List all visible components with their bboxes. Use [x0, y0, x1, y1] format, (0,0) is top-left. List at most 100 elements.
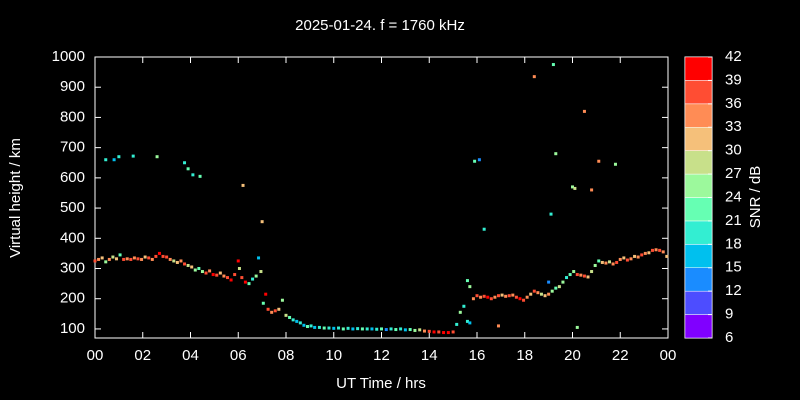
colorbar-band	[684, 244, 713, 268]
chart-title: 2025-01-24. f = 1760 kHz	[295, 17, 465, 34]
data-point	[161, 254, 165, 258]
data-point	[529, 292, 533, 296]
data-point	[114, 257, 118, 261]
x-tick-label: 02	[134, 347, 151, 364]
data-point	[313, 325, 317, 329]
data-point	[446, 331, 450, 335]
data-point	[111, 255, 115, 259]
colorbar-tick-label: 36	[725, 95, 742, 112]
data-point	[143, 255, 147, 259]
data-point	[93, 259, 97, 263]
data-point	[226, 276, 230, 280]
data-point	[337, 326, 341, 330]
data-point	[665, 254, 669, 258]
colorbar-band	[684, 290, 713, 315]
data-point	[380, 327, 383, 331]
data-point	[190, 265, 194, 269]
data-point	[549, 212, 553, 216]
data-point	[625, 258, 629, 262]
y-tick-label: 100	[60, 320, 85, 337]
data-point	[155, 155, 159, 159]
colorbar-tick-label: 27	[725, 165, 742, 182]
data-point	[229, 278, 233, 282]
data-point	[568, 273, 572, 277]
data-point	[104, 260, 108, 264]
data-point	[547, 280, 551, 284]
data-point	[243, 280, 247, 284]
data-point	[643, 251, 647, 255]
data-point	[399, 327, 403, 331]
data-point	[489, 297, 493, 301]
data-point	[604, 261, 608, 265]
data-point	[536, 291, 540, 295]
data-point	[471, 297, 475, 301]
colorbar-band	[684, 197, 713, 222]
data-point	[257, 256, 261, 260]
data-point	[264, 292, 268, 296]
colorbar-tick-label: 18	[725, 235, 742, 252]
data-point	[266, 307, 270, 311]
data-point	[465, 279, 469, 283]
data-point	[200, 270, 204, 274]
colorbar-band	[684, 103, 713, 128]
plot-frame	[94, 56, 669, 339]
x-tick-label: 10	[325, 347, 342, 364]
data-point	[511, 293, 515, 297]
colorbar-band	[684, 314, 713, 339]
data-point	[586, 275, 590, 279]
data-point	[561, 280, 565, 284]
data-point	[427, 329, 431, 333]
colorbar-band	[684, 56, 713, 81]
data-point	[593, 263, 597, 267]
x-tick-label: 06	[230, 347, 247, 364]
data-point	[222, 274, 226, 278]
data-point	[465, 319, 469, 323]
data-point	[270, 310, 274, 314]
data-point	[273, 309, 277, 313]
data-point	[365, 327, 369, 331]
data-point	[251, 277, 255, 281]
data-point	[590, 270, 594, 274]
data-point	[384, 328, 388, 332]
data-point	[451, 330, 455, 334]
data-point	[284, 313, 288, 317]
data-point	[437, 330, 441, 334]
data-point	[661, 250, 665, 254]
data-point	[204, 271, 208, 275]
data-point	[597, 259, 601, 263]
data-point	[597, 159, 601, 163]
data-point	[532, 75, 536, 79]
x-tick-label: 14	[421, 347, 438, 364]
data-point	[613, 162, 617, 166]
data-point	[486, 295, 490, 299]
data-point	[543, 294, 547, 298]
x-axis-label: UT Time / hrs	[336, 375, 426, 392]
data-point	[302, 323, 306, 327]
data-point	[640, 253, 644, 257]
data-point	[122, 257, 126, 261]
data-point	[582, 274, 586, 278]
data-point	[107, 257, 111, 261]
data-point	[346, 326, 350, 330]
data-point	[241, 183, 245, 187]
data-point	[477, 158, 481, 162]
data-point	[237, 267, 241, 271]
data-point	[208, 269, 212, 273]
data-point	[647, 251, 651, 255]
data-point	[288, 315, 292, 319]
data-point	[322, 326, 326, 330]
y-tick-label: 800	[60, 108, 85, 125]
data-point	[611, 262, 615, 266]
data-point	[317, 325, 321, 329]
data-point	[240, 276, 244, 280]
data-point	[518, 297, 522, 301]
data-point	[575, 325, 579, 329]
data-point	[525, 295, 529, 299]
data-point	[295, 319, 299, 323]
data-point	[633, 254, 637, 258]
data-point	[211, 273, 215, 277]
y-tick-label: 200	[60, 290, 85, 307]
data-point	[254, 274, 258, 278]
x-tick-label: 00	[660, 347, 677, 364]
colorbar-tick-label: 39	[725, 71, 742, 88]
